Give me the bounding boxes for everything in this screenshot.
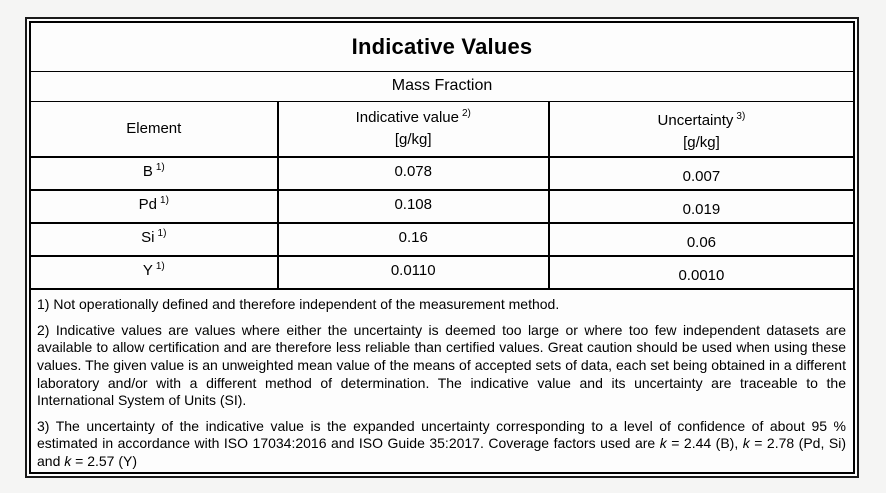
uncertainty-cell: 0.06 bbox=[548, 223, 853, 257]
indicative-value-cell: 0.0110 bbox=[276, 256, 550, 290]
indicative-value: 0.0110 bbox=[390, 262, 436, 279]
element-cell: B 1) bbox=[31, 157, 278, 191]
footnote-ref-2: 2) bbox=[461, 108, 471, 119]
element-cell: Si 1) bbox=[31, 223, 278, 257]
element-cell: Pd 1) bbox=[31, 190, 278, 224]
footnote-ref-1: 1) bbox=[157, 228, 167, 239]
indicative-value: 0.16 bbox=[398, 229, 428, 246]
uncertainty-cell: 0.0010 bbox=[548, 256, 853, 290]
footnote-2: 2) Indicative values are values where ei… bbox=[37, 321, 846, 409]
element-symbol: B bbox=[142, 163, 153, 180]
table-row-Pd: Pd 1) 0.108 0.019 bbox=[31, 190, 853, 224]
footnote-1: 1) Not operationally defined and therefo… bbox=[37, 296, 560, 312]
indicative-value: 0.108 bbox=[394, 196, 432, 213]
uncertainty-value: 0.007 bbox=[682, 168, 721, 185]
title-row: Indicative Values bbox=[31, 23, 853, 72]
footnote-ref-1: 1) bbox=[155, 162, 165, 173]
column-header-element: Element bbox=[31, 101, 278, 158]
element-symbol: Pd bbox=[138, 196, 158, 213]
footnote-3: 3) The uncertainty of the indicative val… bbox=[37, 417, 846, 469]
footnote-ref-1: 1) bbox=[155, 261, 165, 272]
element-symbol: Si bbox=[141, 229, 155, 246]
indicative-value-cell: 0.108 bbox=[276, 190, 550, 224]
indicative-value: 0.078 bbox=[394, 163, 432, 180]
column-header-indicative-value: Indicative value 2) [g/kg] bbox=[276, 101, 550, 158]
column-header-uncertainty-unit: [g/kg] bbox=[683, 133, 720, 151]
column-header-indicative-label: Indicative value bbox=[355, 109, 459, 126]
footnote-ref-1: 1) bbox=[160, 195, 169, 206]
element-cell: Y 1) bbox=[31, 256, 278, 290]
uncertainty-value: 0.019 bbox=[682, 201, 721, 218]
element-symbol: Y bbox=[142, 262, 153, 279]
footnote-ref-3: 3) bbox=[736, 111, 746, 122]
outer-double-border: Indicative Values Mass Fraction Element … bbox=[25, 17, 859, 478]
footnotes-row: 1) Not operationally defined and therefo… bbox=[31, 289, 853, 485]
certificate-document: Indicative Values Mass Fraction Element … bbox=[25, 17, 859, 478]
indicative-values-table: Indicative Values Mass Fraction Element … bbox=[31, 23, 853, 485]
footnotes-section: 1) Not operationally defined and therefo… bbox=[31, 289, 853, 485]
page-title: Indicative Values bbox=[31, 23, 853, 72]
uncertainty-cell: 0.007 bbox=[548, 157, 853, 191]
inner-border: Indicative Values Mass Fraction Element … bbox=[29, 21, 855, 474]
table-row-B: B 1) 0.078 0.007 bbox=[31, 157, 853, 191]
column-header-element-label: Element bbox=[126, 119, 182, 137]
subtitle-row: Mass Fraction bbox=[31, 71, 853, 102]
header-row: Element Indicative value 2) [g/kg] Uncert… bbox=[31, 101, 853, 158]
uncertainty-value: 0.06 bbox=[686, 234, 717, 251]
indicative-value-cell: 0.078 bbox=[276, 157, 550, 191]
table-row-Y: Y 1) 0.0110 0.0010 bbox=[31, 256, 853, 290]
uncertainty-cell: 0.019 bbox=[548, 190, 853, 224]
column-header-uncertainty: Uncertainty 3) [g/kg] bbox=[548, 101, 853, 158]
table-subtitle: Mass Fraction bbox=[31, 71, 853, 102]
indicative-value-cell: 0.16 bbox=[276, 223, 550, 257]
column-header-uncertainty-label: Uncertainty bbox=[657, 112, 734, 129]
uncertainty-value: 0.0010 bbox=[678, 267, 725, 284]
column-header-indicative-unit: [g/kg] bbox=[394, 130, 432, 148]
table-row-Si: Si 1) 0.16 0.06 bbox=[31, 223, 853, 257]
